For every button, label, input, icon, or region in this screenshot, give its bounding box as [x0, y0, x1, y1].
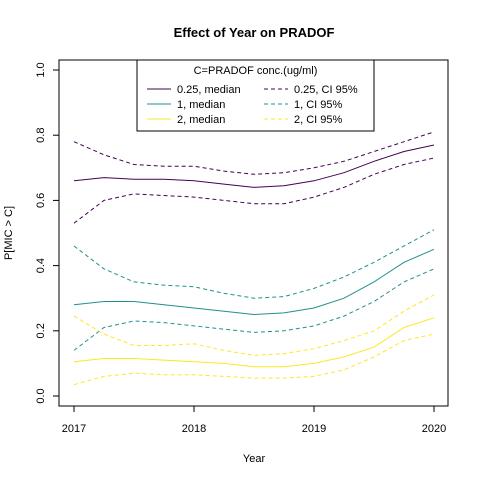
series-line-3 [73, 131, 435, 175]
legend-label: 2, median [177, 114, 225, 126]
legend-label: 1, CI 95% [294, 99, 343, 111]
x-axis-label: Year [243, 453, 266, 465]
legend-title: C=PRADOF conc.(ug/ml) [194, 65, 318, 77]
legend: C=PRADOF conc.(ug/ml) 0.25, median 1, medi… [136, 59, 375, 132]
y-axis-label: P[MIC > C] [3, 206, 15, 260]
series-line-8 [73, 333, 435, 386]
y-tick-label: 0.8 [35, 128, 47, 143]
legend-label: 0.25, median [177, 84, 241, 96]
series-line-7 [73, 294, 435, 356]
y-tick-label: 0.2 [35, 323, 47, 338]
x-tick-label: 2018 [182, 423, 206, 435]
axis-layer: 2017 2018 2019 2020 0.0 0.2 0.4 0.6 0.8 1.0 [35, 62, 446, 435]
series-line-2 [73, 317, 435, 368]
series-line-6 [73, 268, 435, 351]
y-tick-label: 1.0 [35, 62, 47, 77]
legend-box [136, 59, 375, 132]
legend-label: 1, median [177, 99, 225, 111]
legend-label: 0.25, CI 95% [294, 84, 358, 96]
y-tick-label: 0.6 [35, 193, 47, 208]
legend-label: 2, CI 95% [294, 114, 343, 126]
x-tick-label: 2020 [422, 423, 446, 435]
y-tick-label: 0.4 [35, 258, 47, 273]
x-tick-label: 2017 [62, 423, 86, 435]
series-layer [73, 131, 435, 386]
chart-title: Effect of Year on PRADOF [174, 25, 335, 40]
series-line-1 [73, 248, 435, 316]
series-line-5 [73, 229, 435, 299]
series-line-4 [73, 157, 435, 224]
series-line-0 [73, 144, 435, 188]
x-tick-label: 2019 [302, 423, 326, 435]
y-tick-label: 0.0 [35, 388, 47, 403]
